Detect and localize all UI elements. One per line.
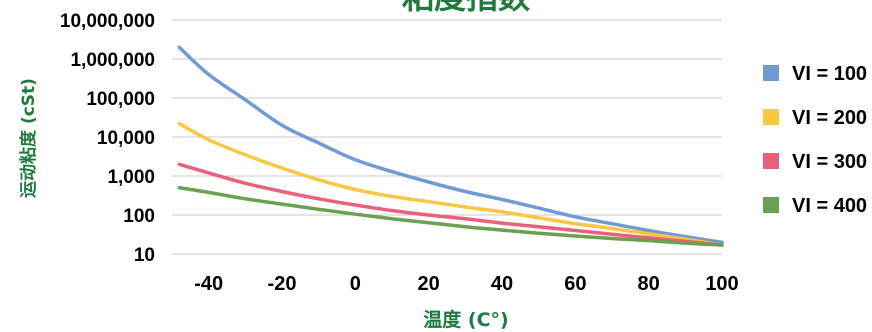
series-line-3 — [177, 162, 724, 247]
y-tick-label: 10,000,000 — [60, 11, 155, 32]
legend-label: VI = 100 — [792, 63, 867, 85]
legend-swatch — [763, 109, 779, 125]
x-tick-label: 20 — [418, 273, 440, 295]
y-tick-label: 10 — [134, 245, 155, 266]
x-tick-label: 0 — [350, 273, 361, 295]
y-tick-label: 100,000 — [86, 89, 155, 110]
y-tick-labels: 10 100 1,000 10,000 100,000 1,000,000 10,000,0… — [60, 11, 155, 266]
y-tick-label: 10,000 — [97, 128, 155, 149]
y-tick-label: 1,000,000 — [70, 50, 155, 71]
series-line-1 — [177, 45, 724, 245]
legend-swatch — [763, 153, 779, 169]
legend-label: VI = 300 — [792, 151, 867, 173]
x-tick-label: -40 — [194, 273, 223, 295]
legend: VI = 100 VI = 200 VI = 300 VI = 400 — [763, 63, 867, 217]
x-tick-label: 100 — [705, 273, 738, 295]
series-lines — [177, 45, 724, 247]
x-tick-label: -20 — [268, 273, 297, 295]
x-tick-label: 40 — [491, 273, 513, 295]
series-line-4 — [177, 185, 724, 247]
legend-label: VI = 400 — [792, 195, 867, 217]
legend-swatch — [763, 65, 779, 81]
chart-title: 粘度指数 — [402, 0, 531, 16]
grid-lines — [172, 19, 722, 255]
series-line-2 — [177, 121, 724, 247]
x-tick-label: 60 — [564, 273, 586, 295]
legend-swatch — [763, 197, 779, 213]
x-axis-title: 温度 (C°) — [423, 308, 508, 331]
y-tick-label: 100 — [123, 206, 155, 227]
legend-label: VI = 200 — [792, 107, 867, 129]
y-axis-title: 运动粘度 (cSt) — [18, 78, 39, 198]
x-tick-label: 80 — [638, 273, 660, 295]
x-tick-labels: -40 -20 0 20 40 60 80 100 — [194, 273, 738, 295]
y-tick-label: 1,000 — [107, 167, 155, 188]
